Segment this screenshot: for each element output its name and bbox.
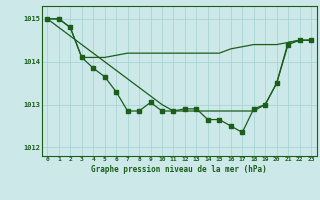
X-axis label: Graphe pression niveau de la mer (hPa): Graphe pression niveau de la mer (hPa) [91,165,267,174]
